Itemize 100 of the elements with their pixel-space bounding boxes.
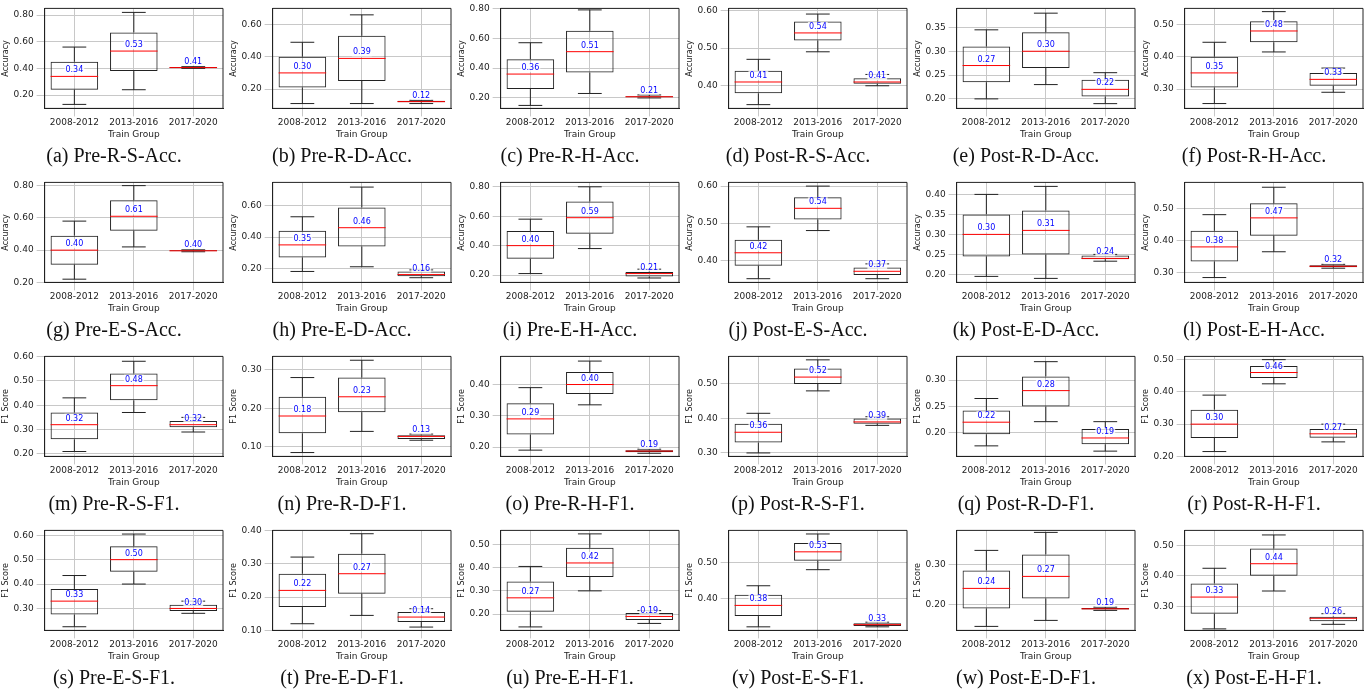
text: 0.50 [124,548,143,558]
y-axis-title: F1 Score [1140,389,1150,424]
y-tick-label: 0.30 [925,558,946,569]
y-axis-title: Accuracy [684,39,694,77]
text: (v) Post-E-S-F1. [731,665,865,691]
y-tick-label: 0.20 [241,591,262,602]
y-axis-title: F1 Score [684,563,694,598]
y-tick-label: 0.80 [13,179,34,190]
x-tick-label: 2013-2016 [337,117,387,128]
y-axis-title: F1 Score [228,389,238,424]
x-tick-label: 2013-2016 [109,465,159,476]
y-axis-title: F1 Score [0,563,10,598]
x-tick-label: 2013-2016 [565,291,615,302]
y-tick-label: 0.50 [697,556,718,567]
y-axis-title: Accuracy [0,213,10,251]
x-tick-label: 2008-2012 [505,639,555,650]
y-tick-label: 0.20 [469,608,490,619]
y-tick-label: 0.60 [241,200,262,211]
x-tick-label: 2017-2020 [168,639,219,650]
text: 0.59 [580,206,599,216]
x-tick-label: 2013-2016 [109,639,159,650]
text: 0.22 [293,579,312,589]
y-tick-label: 0.50 [697,42,718,53]
y-tick-label: 0.40 [697,412,718,423]
x-tick-label: 2017-2020 [168,291,219,302]
x-tick-label: 2013-2016 [793,465,843,476]
x-tick-label: 2017-2020 [1080,291,1131,302]
x-tick-label: 2008-2012 [505,291,555,302]
x-tick-label: 2013-2016 [565,465,615,476]
y-axis-title: F1 Score [456,563,466,598]
text: (j) Post-E-S-Acc. [728,317,868,343]
text: 0.40 [65,239,84,249]
text: 0.41 [749,71,768,81]
x-tick-label: 2013-2016 [565,117,615,128]
x-tick-label: 2017-2020 [396,117,447,128]
x-tick-label: 2008-2012 [1189,465,1239,476]
x-tick-label: 2017-2020 [1308,291,1359,302]
y-tick-label: 0.40 [13,399,34,410]
y-tick-label: 0.40 [469,239,490,250]
text: 0.54 [808,197,827,207]
x-tick-label: 2013-2016 [793,291,843,302]
text: 0.31 [1036,219,1055,229]
y-tick-label: 0.50 [13,554,34,565]
y-tick-label: 0.20 [925,268,946,279]
text: (d) Post-R-S-Acc. [725,143,871,169]
y-tick-label: 0.40 [1153,386,1174,397]
y-axis-title: F1 Score [1140,563,1150,598]
x-axis-title: Train Group [790,302,845,313]
text: 0.33 [65,590,84,600]
text: 0.27 [1036,565,1055,575]
y-axis-title: F1 Score [0,389,10,424]
text: 0.19 [640,440,659,450]
text: 0.29 [521,407,540,417]
y-tick-label: 0.50 [697,378,718,389]
text: 0.38 [749,594,768,604]
x-tick-label: 2017-2020 [624,465,675,476]
x-tick-label: 2013-2016 [1021,117,1071,128]
x-tick-label: 2008-2012 [277,639,327,650]
x-tick-label: 2017-2020 [1308,465,1359,476]
x-tick-label: 2013-2016 [337,639,387,650]
y-axis-title: Accuracy [228,213,238,251]
y-tick-label: 0.30 [241,558,262,569]
x-tick-label: 2013-2016 [1021,465,1071,476]
text: (x) Post-E-H-F1. [1186,665,1322,690]
text: 0.46 [352,216,371,226]
text: 0.30 [1036,40,1055,50]
y-axis-title: Accuracy [228,39,238,77]
x-axis-title: Train Group [334,650,389,661]
y-tick-label: 0.80 [469,181,490,192]
text: (b) Pre-R-D-Acc. [272,143,412,169]
y-tick-label: 0.30 [925,228,946,239]
y-axis-title: F1 Score [912,563,922,598]
text: 0.47 [1264,206,1283,216]
x-tick-label: 2013-2016 [793,639,843,650]
y-tick-label: 0.30 [1153,600,1174,611]
y-tick-label: 0.20 [241,262,262,273]
y-tick-label: 0.40 [13,244,34,255]
y-tick-label: 0.50 [1153,353,1174,364]
y-axis-title: Accuracy [0,39,10,77]
text: 0.30 [293,61,312,71]
text: 0.39 [352,47,371,57]
x-axis-title: Train Group [1246,476,1301,487]
y-tick-label: 0.40 [469,378,490,389]
y-tick-label: 0.20 [13,448,34,459]
text: 0.41 [184,56,203,66]
y-tick-label: 0.60 [469,210,490,221]
text: 0.27 [352,562,371,572]
y-tick-label: 0.60 [697,4,718,15]
x-tick-label: 2013-2016 [337,465,387,476]
text: 0.35 [1205,61,1224,71]
y-axis-title: F1 Score [912,389,922,424]
x-tick-label: 2008-2012 [733,117,783,128]
x-tick-label: 2017-2020 [168,117,219,128]
y-tick-label: 0.20 [925,427,946,438]
text: (t) Pre-E-D-F1. [280,665,404,691]
text: 0.42 [749,241,768,251]
x-tick-label: 2013-2016 [1249,465,1299,476]
text: 0.18 [293,405,312,415]
text: (h) Pre-E-D-Acc. [272,317,412,343]
text: 0.37 [868,260,887,270]
